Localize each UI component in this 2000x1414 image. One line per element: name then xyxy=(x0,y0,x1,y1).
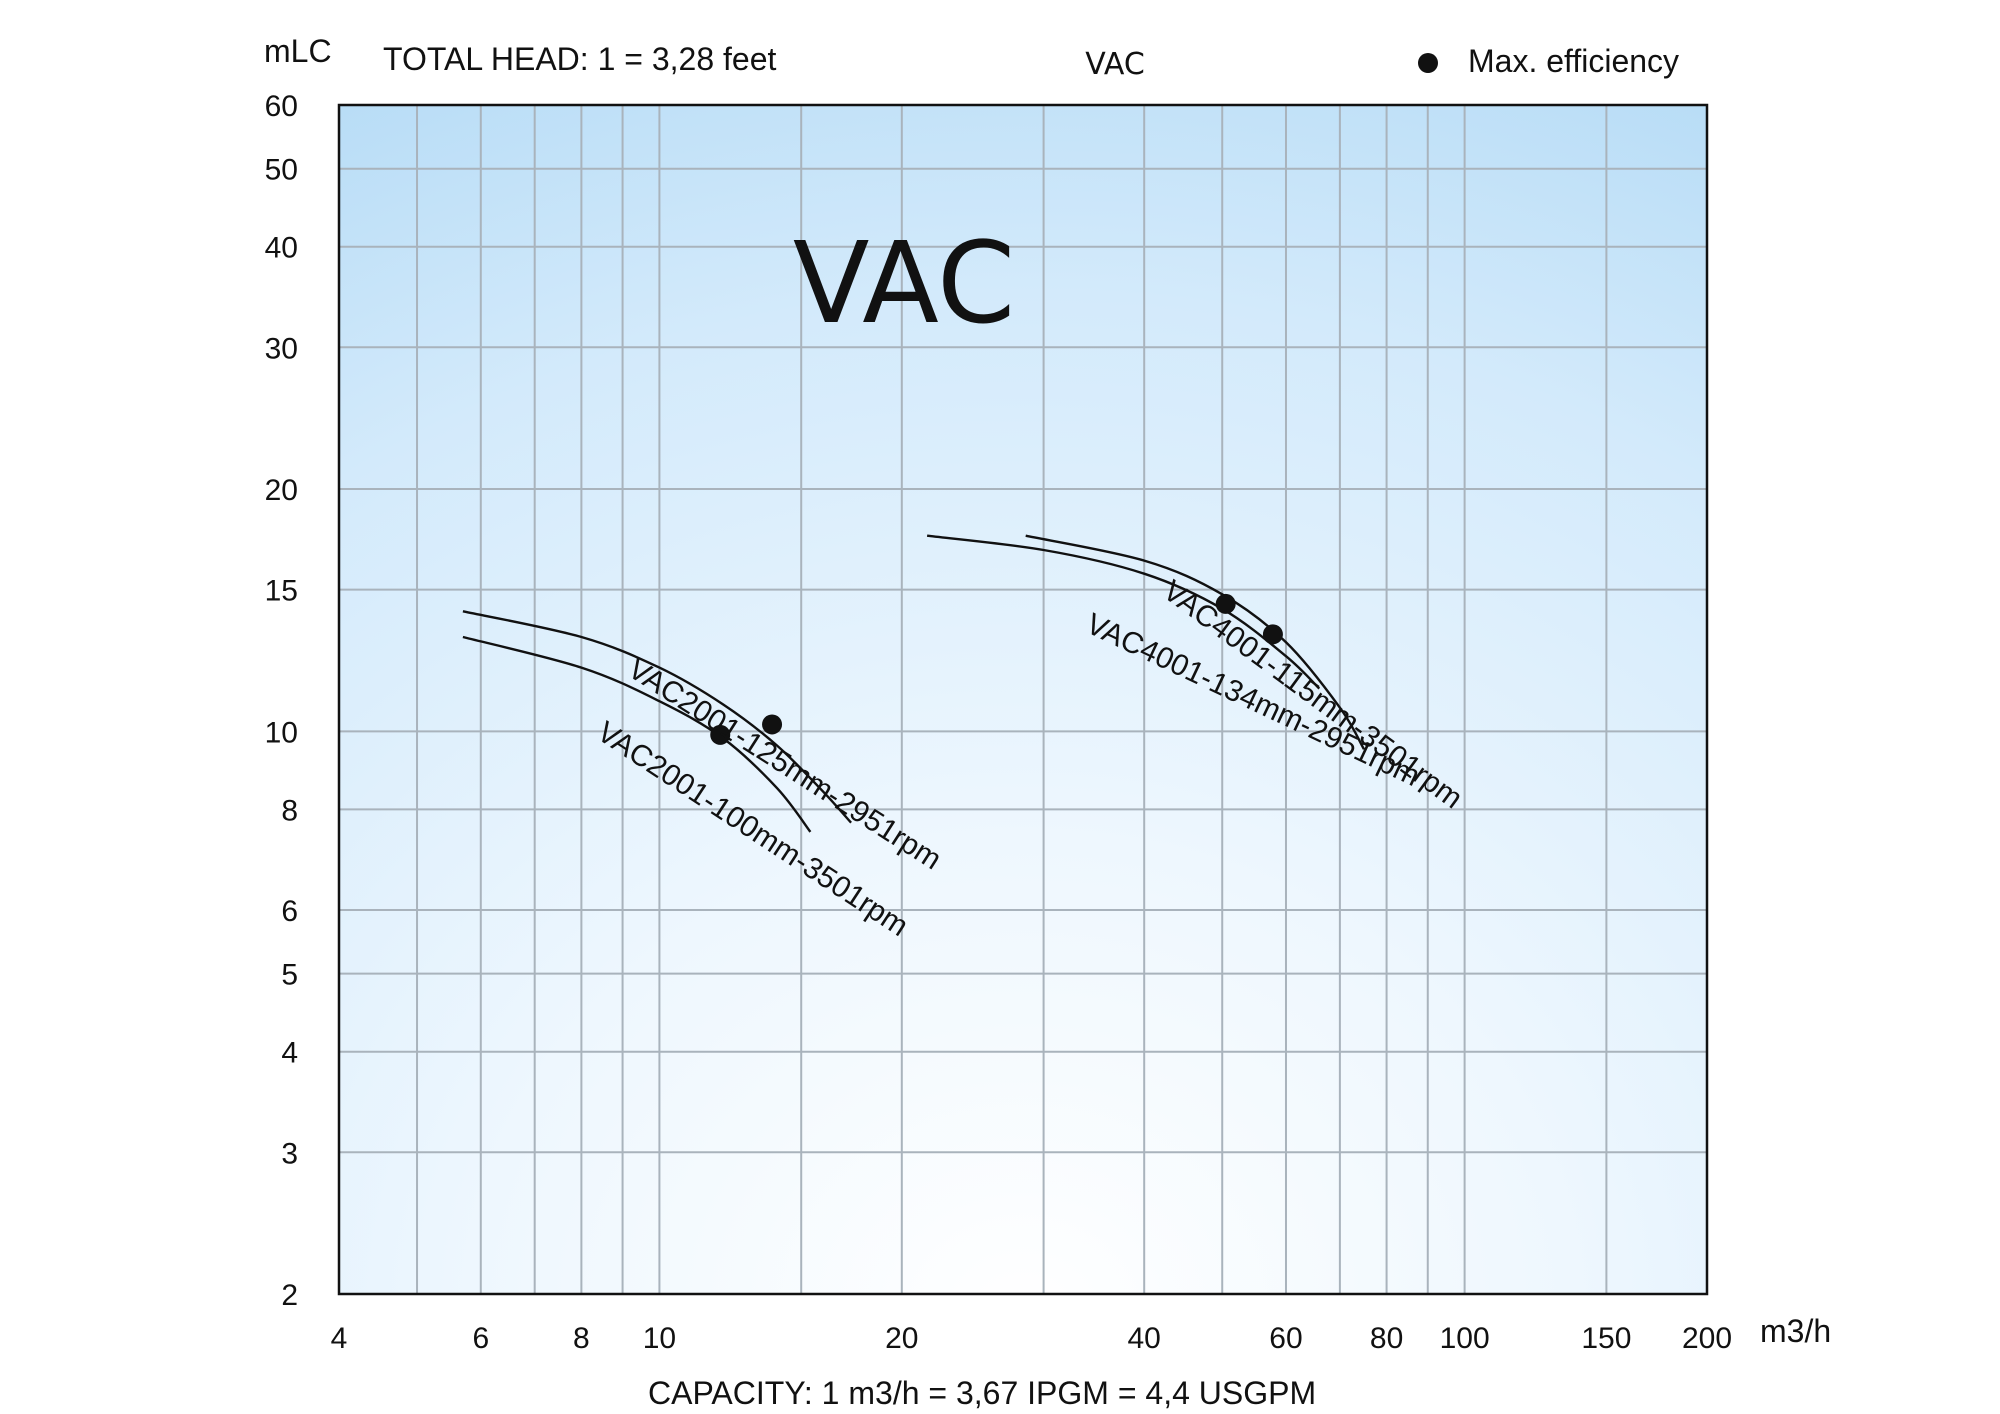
curve-vac2001-100mm-3501rpm xyxy=(462,635,812,833)
x-tick-label: 40 xyxy=(1128,1322,1161,1355)
x-tick-label: 4 xyxy=(331,1322,348,1355)
x-tick-label: 6 xyxy=(472,1322,489,1355)
chart-title: VAC xyxy=(793,219,1015,349)
x-tick-labels: 4 6 8 10 20 40 60 80 100 150 200 xyxy=(331,1322,1732,1355)
x-axis-label: m3/h xyxy=(1760,1313,1831,1349)
max-efficiency-point xyxy=(1215,593,1236,614)
max-efficiency-points xyxy=(710,593,1283,745)
legend-dot-icon xyxy=(1418,53,1438,73)
plot-frame xyxy=(337,103,1709,1296)
plot-background xyxy=(339,105,1707,1294)
pump-curves xyxy=(462,534,1366,833)
y-tick-label: 40 xyxy=(265,232,298,265)
y-tick-label: 4 xyxy=(281,1037,298,1070)
x-tick-label: 8 xyxy=(573,1322,590,1355)
y-tick-label: 50 xyxy=(265,154,298,187)
x-tick-label: 100 xyxy=(1440,1322,1490,1355)
x-tick-label: 60 xyxy=(1269,1322,1302,1355)
x-tick-label: 20 xyxy=(885,1322,918,1355)
x-tick-label: 150 xyxy=(1581,1322,1631,1355)
y-tick-labels: 2 3 4 5 6 8 10 15 20 30 40 50 60 xyxy=(265,90,298,1312)
y-tick-label: 30 xyxy=(265,332,298,365)
curve-vac4001-115mm-3501rpm xyxy=(1025,534,1366,750)
y-tick-label: 2 xyxy=(281,1279,298,1312)
y-tick-label: 6 xyxy=(281,895,298,928)
x-tick-label: 80 xyxy=(1370,1322,1403,1355)
y-tick-label: 15 xyxy=(265,575,298,608)
capacity-conversion-note: CAPACITY: 1 m3/h = 3,67 IPGM = 4,4 USGPM xyxy=(648,1375,1316,1411)
y-tick-label: 60 xyxy=(265,90,298,123)
max-efficiency-point xyxy=(1262,624,1283,645)
y-tick-label: 10 xyxy=(265,716,298,749)
curve-vac4001-134mm-2951rpm xyxy=(926,534,1321,690)
x-tick-label: 200 xyxy=(1682,1322,1732,1355)
legend-label: Max. efficiency xyxy=(1468,43,1679,79)
curve-vac2001-125mm-2951rpm xyxy=(462,610,852,824)
max-efficiency-point xyxy=(710,724,731,745)
max-efficiency-point xyxy=(762,714,783,735)
y-tick-label: 3 xyxy=(281,1137,298,1170)
x-tick-label: 10 xyxy=(643,1322,676,1355)
y-tick-label: 5 xyxy=(281,959,298,992)
y-tick-label: 8 xyxy=(281,794,298,827)
head-conversion-note: TOTAL HEAD: 1 = 3,28 feet xyxy=(383,41,776,77)
header-title: VAC xyxy=(1085,47,1145,82)
y-axis-label: mLC xyxy=(264,33,332,69)
y-tick-label: 20 xyxy=(265,474,298,507)
